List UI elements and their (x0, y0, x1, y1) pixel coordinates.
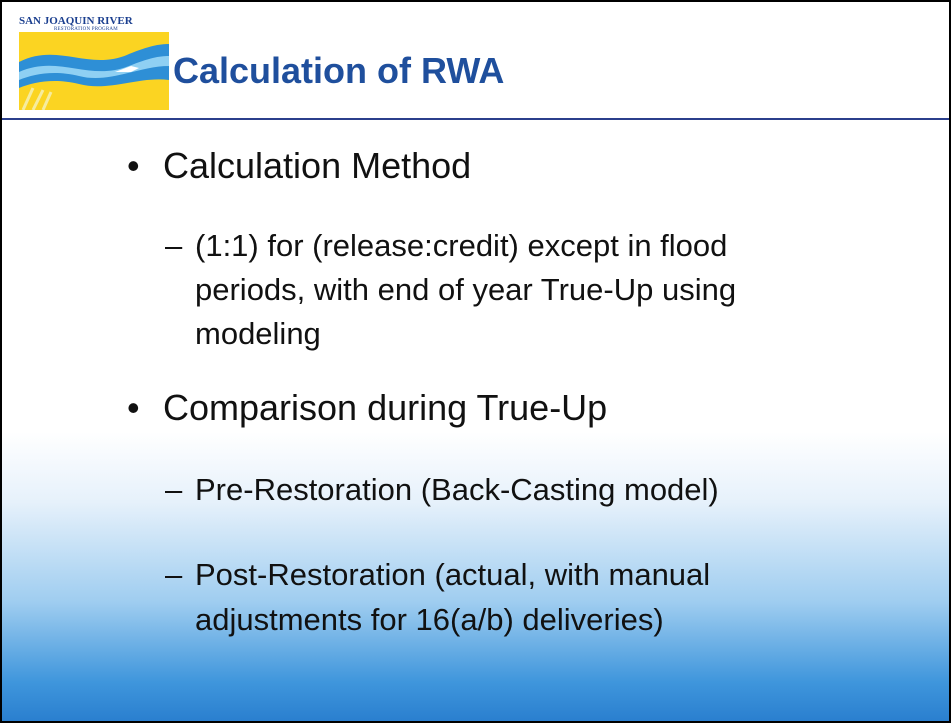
sub-item-line: periods, with end of year True-Up using (195, 268, 736, 311)
slide-title: Calculation of RWA (173, 50, 504, 92)
sub-item-line: Pre-Restoration (Back-Casting model) (195, 468, 719, 511)
logo-text: SAN JOAQUIN RIVER (19, 15, 133, 27)
dash-marker: – (165, 553, 182, 596)
sub-item-line: (1:1) for (release:credit) except in flo… (195, 224, 727, 267)
logo-graphic (19, 32, 169, 110)
header-rule (2, 118, 949, 120)
logo-subtext: RESTORATION PROGRAM (54, 27, 118, 32)
sub-item-line: adjustments for 16(a/b) deliveries) (195, 598, 664, 641)
dash-marker: – (165, 468, 182, 511)
bullet-text: Comparison during True-Up (163, 387, 607, 429)
dash-marker: – (165, 224, 182, 267)
slide: SAN JOAQUIN RIVER RESTORATION PROGRAM Ca… (0, 0, 951, 723)
page: SAN JOAQUIN RIVER RESTORATION PROGRAM Ca… (0, 0, 951, 723)
bullet-marker: • (127, 387, 140, 429)
bullet-text: Calculation Method (163, 145, 471, 187)
sub-item-line: modeling (195, 312, 321, 355)
sub-item-line: Post-Restoration (actual, with manual (195, 553, 710, 596)
bullet-marker: • (127, 145, 140, 187)
